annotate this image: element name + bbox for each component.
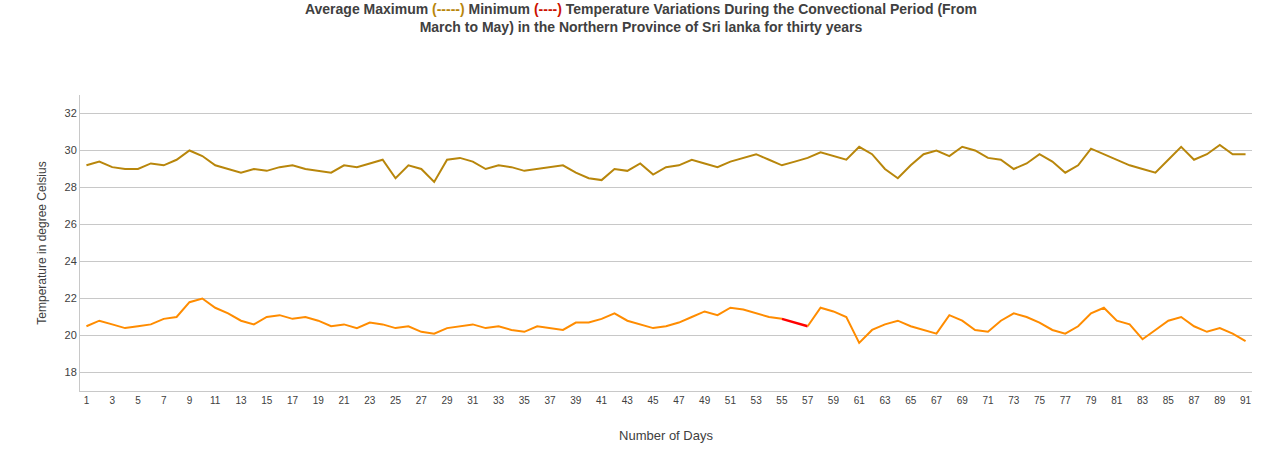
svg-text:77: 77 [1060,395,1072,406]
svg-text:1: 1 [84,395,90,406]
svg-text:59: 59 [828,395,840,406]
svg-text:73: 73 [1008,395,1020,406]
svg-text:18: 18 [65,366,77,378]
svg-text:13: 13 [235,395,247,406]
svg-text:27: 27 [416,395,428,406]
svg-text:17: 17 [287,395,299,406]
svg-text:51: 51 [725,395,737,406]
svg-text:32: 32 [65,107,77,119]
svg-text:55: 55 [776,395,788,406]
svg-text:53: 53 [751,395,763,406]
svg-text:7: 7 [161,395,167,406]
svg-text:5: 5 [135,395,141,406]
svg-text:87: 87 [1188,395,1200,406]
svg-text:Temperature in degree Celsius: Temperature in degree Celsius [35,161,49,324]
svg-text:85: 85 [1163,395,1175,406]
svg-text:39: 39 [570,395,582,406]
svg-text:81: 81 [1111,395,1123,406]
svg-text:79: 79 [1085,395,1097,406]
svg-text:22: 22 [65,292,77,304]
svg-text:47: 47 [673,395,685,406]
svg-text:65: 65 [905,395,917,406]
svg-text:61: 61 [854,395,866,406]
svg-text:63: 63 [879,395,891,406]
svg-text:41: 41 [596,395,608,406]
svg-text:31: 31 [467,395,479,406]
svg-text:9: 9 [187,395,193,406]
svg-text:67: 67 [931,395,943,406]
svg-text:83: 83 [1137,395,1149,406]
svg-text:37: 37 [545,395,557,406]
svg-text:30: 30 [65,144,77,156]
svg-text:28: 28 [65,181,77,193]
svg-text:26: 26 [65,218,77,230]
svg-text:25: 25 [390,395,402,406]
svg-text:91: 91 [1240,395,1252,406]
svg-text:23: 23 [364,395,376,406]
svg-text:3: 3 [109,395,115,406]
svg-text:Number of Days: Number of Days [619,428,713,443]
svg-text:35: 35 [519,395,531,406]
svg-text:71: 71 [982,395,994,406]
svg-text:33: 33 [493,395,505,406]
svg-text:15: 15 [261,395,273,406]
svg-text:24: 24 [65,255,77,267]
svg-text:29: 29 [441,395,453,406]
svg-text:57: 57 [802,395,814,406]
svg-text:45: 45 [648,395,660,406]
svg-text:20: 20 [65,329,77,341]
svg-text:49: 49 [699,395,711,406]
svg-text:21: 21 [338,395,350,406]
svg-text:Average Maximum (-----) Minimu: Average Maximum (-----) Minimum (----) T… [305,1,977,35]
svg-text:43: 43 [622,395,634,406]
svg-text:69: 69 [957,395,969,406]
svg-text:75: 75 [1034,395,1046,406]
svg-text:11: 11 [210,395,221,406]
svg-text:19: 19 [313,395,325,406]
svg-text:89: 89 [1214,395,1226,406]
